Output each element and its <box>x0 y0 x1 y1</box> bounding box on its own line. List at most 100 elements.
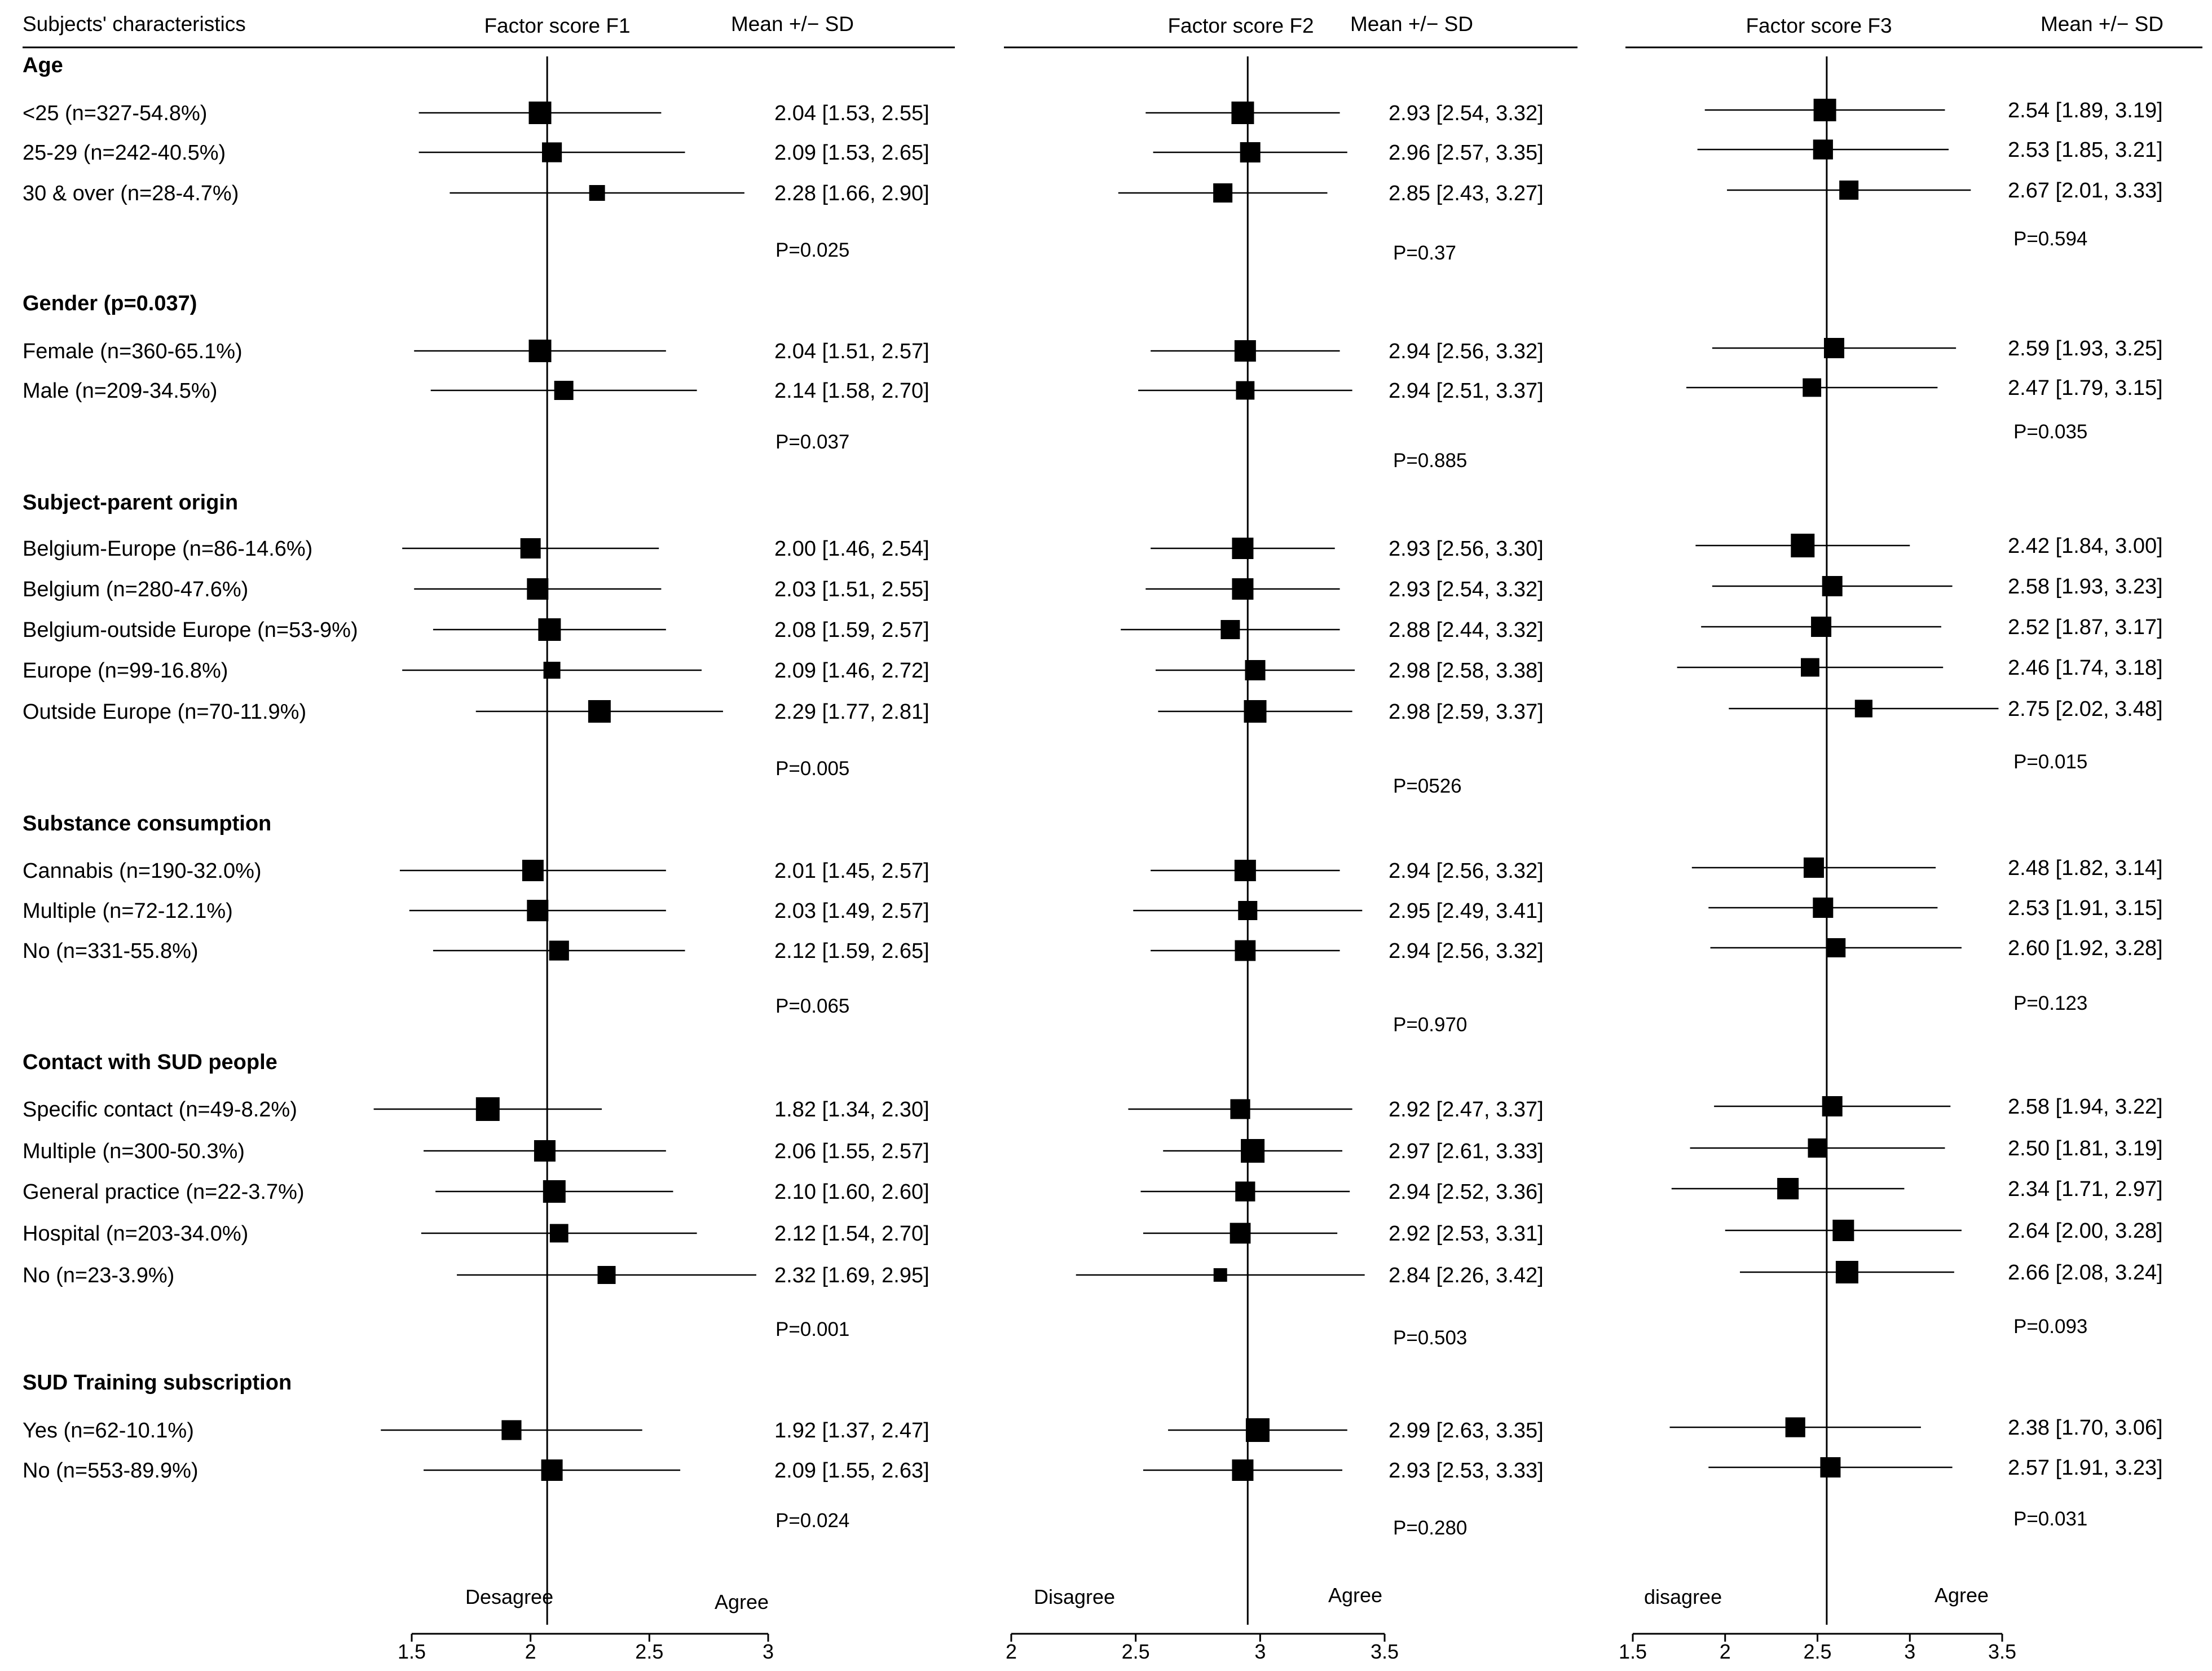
row-label: <25 (n=327-54.8%) <box>23 102 207 125</box>
estimate-square <box>520 538 541 559</box>
estimate-square <box>501 1420 522 1440</box>
p-value: P=0.005 <box>775 758 849 780</box>
row-label: Belgium-Europe (n=86-14.6%) <box>23 537 312 561</box>
estimate-square <box>1220 620 1240 639</box>
estimate-square <box>527 578 549 600</box>
group-title: Substance consumption <box>23 812 271 836</box>
estimate-square <box>1791 534 1815 557</box>
estimate-square <box>1240 142 1261 162</box>
axis-right-label: Agree <box>715 1590 769 1613</box>
estimate-square <box>528 340 552 362</box>
header-stat-2: Mean +/− SD <box>1350 12 1473 36</box>
row-label: 25-29 (n=242-40.5%) <box>23 141 226 165</box>
estimate-value: 2.93 [2.54, 3.32] <box>1389 102 1544 125</box>
estimate-square <box>1234 340 1256 362</box>
x-tick-label: 3 <box>763 1640 774 1663</box>
estimate-value: 2.93 [2.54, 3.32] <box>1389 578 1544 601</box>
estimate-square <box>1245 660 1266 680</box>
axis-right-label: Agree <box>1328 1584 1382 1607</box>
row-label: 30 & over (n=28-4.7%) <box>23 182 239 205</box>
estimate-value: 2.52 [1.87, 3.17] <box>2008 615 2163 639</box>
estimate-value: 2.48 [1.82, 3.14] <box>2008 856 2163 880</box>
estimate-square <box>1230 1099 1250 1119</box>
estimate-square <box>1232 1459 1254 1481</box>
estimate-square <box>1803 378 1822 397</box>
x-tick-label: 3 <box>1904 1640 1915 1663</box>
estimate-square <box>534 1140 556 1162</box>
estimate-square <box>528 102 552 124</box>
estimate-square <box>1230 1223 1251 1244</box>
estimate-value: 2.94 [2.56, 3.32] <box>1389 340 1544 363</box>
estimate-square <box>541 1459 563 1481</box>
estimate-value: 2.84 [2.26, 3.42] <box>1389 1264 1544 1287</box>
p-value: P=0.970 <box>1393 1014 1467 1036</box>
estimate-value: 2.46 [1.74, 3.18] <box>2008 656 2163 680</box>
estimate-value: 2.47 [1.79, 3.15] <box>2008 376 2163 400</box>
p-value: P=0.024 <box>775 1510 849 1532</box>
estimate-value: 2.57 [1.91, 3.23] <box>2008 1456 2163 1480</box>
estimate-value: 2.32 [1.69, 2.95] <box>774 1264 929 1287</box>
estimate-square <box>543 1180 566 1203</box>
estimate-square <box>1232 578 1254 600</box>
estimate-value: 2.94 [2.52, 3.36] <box>1389 1180 1544 1204</box>
estimate-value: 2.01 [1.45, 2.57] <box>774 859 929 883</box>
estimate-value: 2.99 [2.63, 3.35] <box>1389 1419 1544 1443</box>
estimate-value: 2.10 [1.60, 2.60] <box>774 1180 929 1204</box>
estimate-square <box>1803 858 1824 878</box>
x-tick-label: 3.5 <box>1988 1640 2016 1663</box>
estimate-value: 2.42 [1.84, 3.00] <box>2008 534 2163 558</box>
row-label: No (n=553-89.9%) <box>23 1459 199 1483</box>
estimate-square <box>1245 1418 1270 1442</box>
estimate-square <box>1813 139 1833 160</box>
estimate-value: 2.58 [1.94, 3.22] <box>2008 1095 2163 1119</box>
estimate-value: 2.54 [1.89, 3.19] <box>2008 99 2163 122</box>
p-value: P=0.093 <box>2013 1316 2087 1338</box>
p-value: P=0526 <box>1393 775 1462 797</box>
estimate-value: 2.64 [2.00, 3.28] <box>2008 1219 2163 1243</box>
estimate-value: 2.92 [2.53, 3.31] <box>1389 1222 1544 1246</box>
estimate-value: 2.12 [1.54, 2.70] <box>774 1222 929 1246</box>
row-label: Male (n=209-34.5%) <box>23 379 217 403</box>
estimate-value: 2.75 [2.02, 3.48] <box>2008 697 2163 721</box>
p-value: P=0.885 <box>1393 450 1467 472</box>
estimate-value: 2.95 [2.49, 3.41] <box>1389 899 1544 923</box>
estimate-value: 2.98 [2.58, 3.38] <box>1389 659 1544 683</box>
estimate-square <box>541 142 562 162</box>
axis-right-label: Agree <box>1935 1584 1989 1607</box>
row-label: Outside Europe (n=70-11.9%) <box>23 700 306 724</box>
estimate-square <box>1813 99 1836 121</box>
axis-left-label: Disagree <box>1034 1585 1115 1608</box>
row-label: General practice (n=22-3.7%) <box>23 1180 305 1204</box>
row-label: No (n=23-3.9%) <box>23 1264 174 1287</box>
p-value: P=0.065 <box>775 995 849 1017</box>
estimate-square <box>588 700 611 723</box>
row-label: No (n=331-55.8%) <box>23 939 199 963</box>
estimate-value: 2.94 [2.56, 3.32] <box>1389 859 1544 883</box>
estimate-value: 2.60 [1.92, 3.28] <box>2008 936 2163 960</box>
estimate-value: 2.96 [2.57, 3.35] <box>1389 141 1544 165</box>
row-label: Europe (n=99-16.8%) <box>23 659 228 683</box>
header-stat-3: Mean +/− SD <box>2041 12 2163 36</box>
p-value: P=0.503 <box>1393 1327 1467 1349</box>
estimate-value: 2.00 [1.46, 2.54] <box>774 537 929 561</box>
estimate-value: 2.09 [1.53, 2.65] <box>774 141 929 165</box>
p-value: P=0.123 <box>2013 992 2087 1014</box>
estimate-square <box>1236 381 1255 400</box>
row-label: Female (n=360-65.1%) <box>23 340 243 363</box>
estimate-square <box>554 381 574 400</box>
estimate-square <box>1232 538 1254 559</box>
x-tick-label: 2.5 <box>1122 1640 1150 1663</box>
estimate-square <box>1854 700 1872 718</box>
x-tick-label: 3 <box>1254 1640 1266 1663</box>
estimate-value: 2.88 [2.44, 3.32] <box>1389 618 1544 642</box>
group-title: Age <box>23 54 63 77</box>
x-tick-label: 2.5 <box>1803 1640 1831 1663</box>
estimate-square <box>1835 1261 1858 1283</box>
group-title: Contact with SUD people <box>23 1050 277 1074</box>
estimate-square <box>1822 1096 1843 1116</box>
estimate-square <box>589 185 605 201</box>
x-tick-label: 1.5 <box>1619 1640 1647 1663</box>
estimate-value: 2.09 [1.55, 2.63] <box>774 1459 929 1483</box>
estimate-value: 2.85 [2.43, 3.27] <box>1389 182 1544 205</box>
estimate-square <box>1235 940 1256 961</box>
